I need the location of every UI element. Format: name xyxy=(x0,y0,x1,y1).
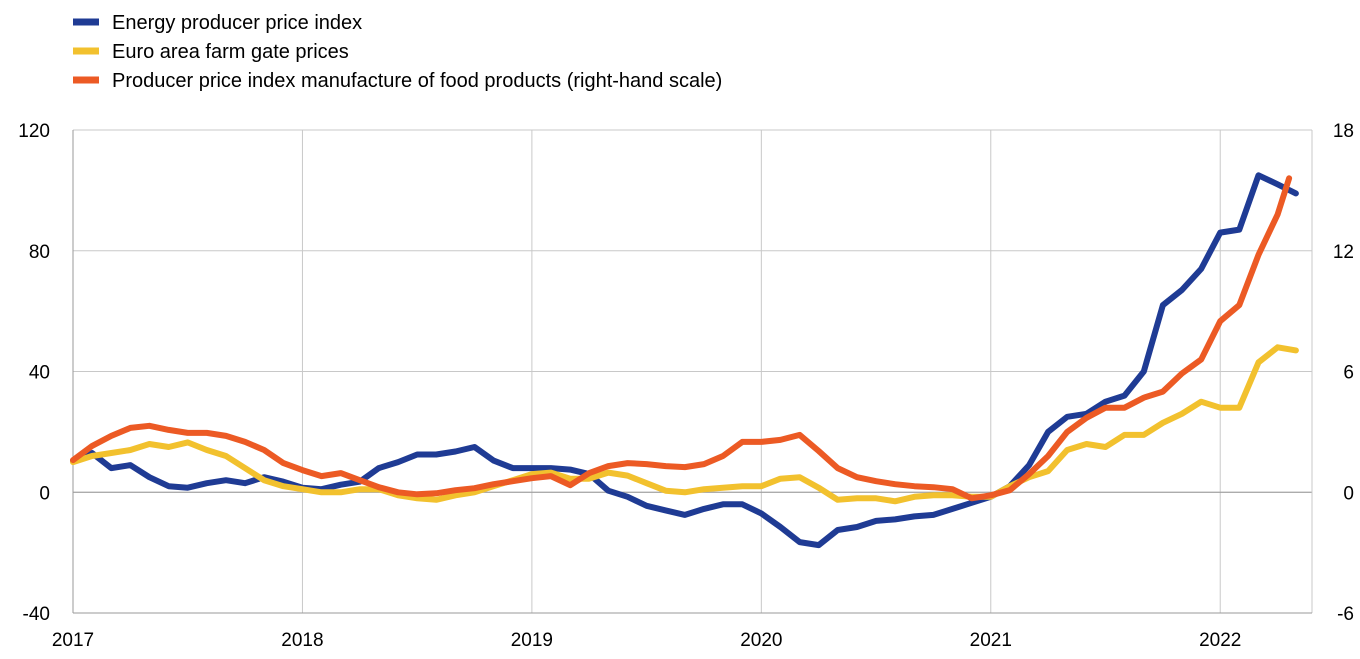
x-tick-label: 2021 xyxy=(970,630,1012,651)
y-right-tick-label: 12 xyxy=(1333,242,1354,263)
y-right-tick-label: -6 xyxy=(1337,604,1354,625)
y-left-tick-label: 0 xyxy=(39,483,50,504)
grid-lines xyxy=(72,129,1312,614)
y-right-tick-label: 0 xyxy=(1343,483,1354,504)
y-left-tick-label: -40 xyxy=(23,604,50,625)
legend: Energy producer price index Euro area far… xyxy=(73,12,722,92)
series-line xyxy=(70,344,1299,505)
tick-labels: 120 80 40 0 -40 18 12 6 0 -6 2017 2018 2019 2020 2021 2… xyxy=(18,121,1354,651)
series-line xyxy=(70,172,1299,549)
y-left-tick-label: 80 xyxy=(29,242,50,263)
y-left-tick-label: 40 xyxy=(29,363,50,384)
series-lines xyxy=(70,172,1299,549)
x-tick-label: 2017 xyxy=(52,630,94,651)
x-tick-label: 2018 xyxy=(281,630,323,651)
x-tick-label: 2022 xyxy=(1199,630,1241,651)
x-tick-label: 2019 xyxy=(511,630,553,651)
y-right-tick-label: 6 xyxy=(1343,363,1354,384)
legend-label: Energy producer price index xyxy=(112,12,362,34)
y-right-tick-label: 18 xyxy=(1333,121,1354,142)
legend-label: Producer price index manufacture of food… xyxy=(112,70,722,92)
series-line xyxy=(70,175,1293,502)
y-left-tick-label: 120 xyxy=(18,121,50,142)
legend-label: Euro area farm gate prices xyxy=(112,41,349,63)
x-tick-label: 2020 xyxy=(740,630,782,651)
